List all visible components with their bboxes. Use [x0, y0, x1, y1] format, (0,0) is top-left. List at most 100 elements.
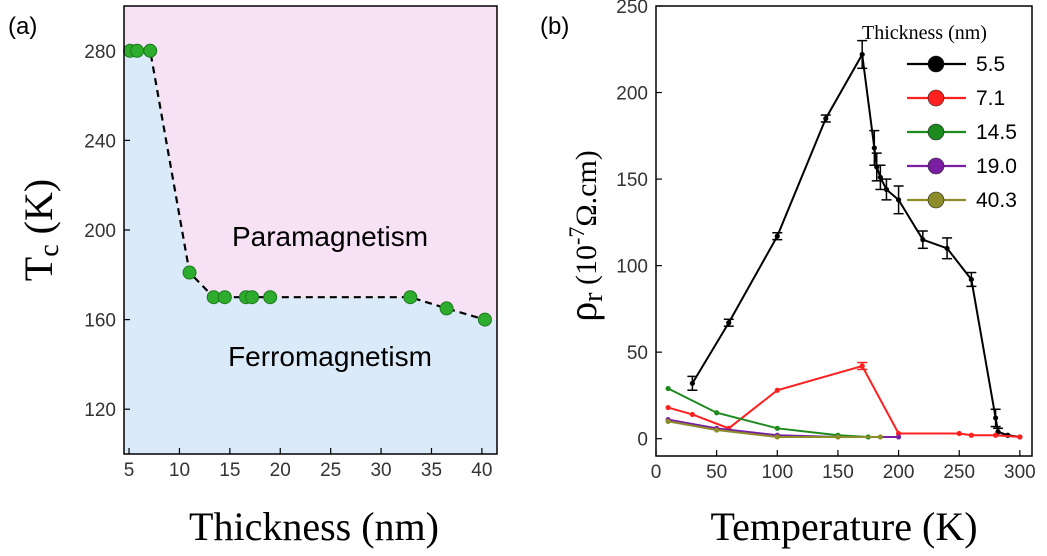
- data-point: [774, 434, 780, 440]
- data-point: [835, 434, 841, 440]
- legend-swatch-marker: [927, 157, 945, 175]
- y-axis-title-b-main: ρ: [560, 302, 605, 322]
- x-tick-label-a: 15: [219, 460, 240, 481]
- legend-item-5.5: 5.5: [907, 53, 1005, 76]
- y-tick-label-a: 120: [84, 400, 116, 421]
- data-point: [968, 432, 974, 438]
- y-tick-label-a: 160: [84, 311, 116, 332]
- chart-a-ticks: 5 10 15 20 25 30 35 40 120 160 200 240 280: [84, 42, 492, 481]
- x-tick-label-a: 20: [270, 460, 291, 481]
- data-point: [895, 197, 902, 203]
- y-axis-title-b-exp: -7: [564, 227, 589, 245]
- series-14.5: [665, 385, 871, 440]
- legend-label: 5.5: [976, 53, 1005, 76]
- data-point: [217, 290, 232, 305]
- x-tick-label-b: 50: [706, 462, 727, 483]
- y-tick-label-b: 200: [616, 84, 648, 105]
- x-tick-label-a: 10: [169, 460, 190, 481]
- x-axis-title-a: Thickness (nm): [189, 504, 439, 549]
- y-axis-title-b: ρr (10-7Ω.cm): [560, 150, 609, 322]
- series-40.3: [665, 418, 883, 440]
- y-tick-label-b: 50: [627, 343, 648, 364]
- data-point: [920, 237, 926, 243]
- data-point: [956, 430, 962, 437]
- data-point: [714, 427, 720, 433]
- chart-a-frame: [123, 5, 498, 455]
- x-tick-label-b: 100: [761, 462, 793, 483]
- region-label-paramagnetism: Paramagnetism: [232, 221, 428, 252]
- panel-a-label: (a): [8, 13, 37, 40]
- x-tick-label-b: 300: [1004, 462, 1036, 483]
- region-label-ferromagnetism: Ferromagnetism: [228, 341, 432, 372]
- data-point: [895, 434, 902, 440]
- y-axis-title-a-sub: c: [34, 244, 65, 256]
- data-point: [883, 186, 890, 193]
- data-point: [859, 51, 865, 58]
- series-5.5: [687, 39, 1023, 440]
- data-point: [859, 363, 865, 369]
- data-point: [1017, 434, 1023, 440]
- legend-item-19.0: 19.0: [907, 155, 1017, 178]
- chart-b-series: [665, 39, 1023, 440]
- x-tick-label-b: 150: [822, 462, 854, 483]
- legend-swatch-marker: [927, 89, 945, 107]
- legend: Thickness (nm) 5.5 7.1 14.5 19.0 40.3: [862, 22, 1017, 212]
- series-line: [667, 387, 869, 438]
- data-point: [774, 425, 780, 431]
- legend-swatch-marker: [927, 191, 945, 209]
- y-axis-title-b-tail: Ω.cm): [570, 150, 603, 226]
- x-tick-label-b: 200: [883, 462, 915, 483]
- data-point: [263, 290, 278, 305]
- data-point: [774, 233, 780, 239]
- legend-title: Thickness (nm): [862, 22, 987, 44]
- x-tick-label-a: 5: [124, 460, 135, 481]
- data-point: [665, 385, 671, 392]
- legend-label: 19.0: [976, 155, 1017, 178]
- data-point: [877, 434, 883, 440]
- data-point: [143, 43, 158, 58]
- chart-b-ticks: 0 50 100 150 200 250 300 0 50 100 150 200 250: [616, 0, 1035, 483]
- data-point: [665, 418, 671, 424]
- data-point: [439, 301, 454, 316]
- paramagnetism-region: [124, 6, 497, 320]
- series-line: [691, 51, 1021, 438]
- panel-b-label: (b): [540, 13, 569, 40]
- data-point: [689, 411, 695, 418]
- legend-label: 14.5: [976, 121, 1017, 144]
- chart-b-frame: [655, 5, 1033, 457]
- data-point: [130, 43, 145, 58]
- legend-item-7.1: 7.1: [907, 87, 1005, 110]
- y-tick-label-a: 240: [84, 131, 116, 152]
- y-tick-label-b: 0: [637, 430, 648, 451]
- legend-label: 7.1: [976, 87, 1005, 110]
- y-axis-title-a: Tc (K): [16, 179, 65, 281]
- chart-a-markers: [123, 43, 492, 327]
- chart-a: 5 10 15 20 25 30 35 40 120 160 200 240 280 Paramagne…: [16, 5, 498, 549]
- data-point: [968, 276, 974, 283]
- data-point: [403, 290, 418, 305]
- x-tick-label-a: 40: [471, 460, 492, 481]
- chart-b: 0 50 100 150 200 250 300 0 50 100 150 200 250 Thickn…: [560, 0, 1036, 549]
- data-point: [993, 432, 999, 438]
- data-point: [726, 320, 732, 326]
- data-point: [714, 410, 720, 416]
- x-tick-label-b: 250: [943, 462, 975, 483]
- x-tick-label-a: 25: [320, 460, 341, 481]
- data-point: [871, 145, 877, 151]
- series-7.1: [665, 361, 1023, 440]
- data-point: [245, 290, 260, 305]
- data-point: [665, 404, 671, 411]
- y-axis-title-b-sub: r: [578, 292, 609, 302]
- ferromagnetism-region: [124, 50, 497, 455]
- data-point: [774, 387, 780, 393]
- y-axis-title-a-unit: (K): [16, 179, 61, 245]
- y-tick-label-a: 200: [84, 221, 116, 242]
- x-tick-label-a: 35: [421, 460, 442, 481]
- legend-item-40.3: 40.3: [907, 189, 1017, 212]
- series-line: [667, 364, 1020, 438]
- data-point: [182, 265, 197, 280]
- legend-item-14.5: 14.5: [907, 121, 1017, 144]
- x-tick-label-a: 30: [370, 460, 391, 481]
- y-axis-title-a-main: T: [16, 257, 61, 281]
